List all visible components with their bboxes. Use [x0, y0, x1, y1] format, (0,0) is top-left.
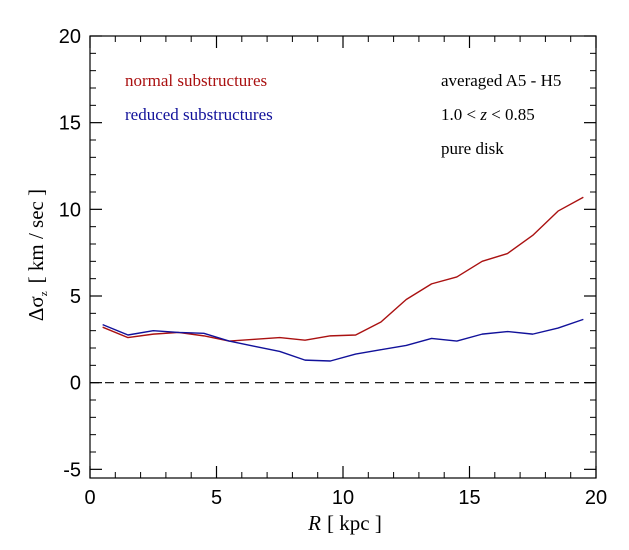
series-line-normal-substructures: [102, 196, 584, 342]
y-axis-title: Δσz [ km / sec ]: [24, 189, 50, 321]
y-tick-label: 20: [59, 26, 81, 48]
annotation-redshift-range: 1.0 < z < 0.85: [441, 105, 535, 124]
x-axis-title-var: R: [307, 511, 321, 535]
annotations: averaged A5 - H5 1.0 < z < 0.85 pure dis…: [441, 71, 561, 158]
annotation-redshift-suffix: < 0.85: [487, 105, 535, 124]
y-tick-label: 5: [70, 286, 81, 308]
legend-entry-reduced: reduced substructures: [125, 105, 273, 124]
annotation-component: pure disk: [441, 139, 504, 158]
x-tick-label: 20: [585, 487, 607, 509]
axis-ticks: [89, 35, 597, 478]
legend-entry-normal: normal substructures: [125, 71, 267, 90]
x-tick-label: 5: [211, 487, 222, 509]
annotation-redshift-var: z: [479, 105, 487, 124]
y-tick-label: 15: [59, 113, 81, 135]
x-tick-label: 15: [458, 487, 480, 509]
x-tick-label: 0: [84, 487, 95, 509]
y-axis-title-delta: Δσ: [24, 296, 48, 321]
annotation-sample: averaged A5 - H5: [441, 71, 561, 90]
y-tick-label: 0: [70, 373, 81, 395]
y-axis-title-sub: z: [38, 291, 50, 296]
y-axis-title-unit: [ km / sec ]: [24, 189, 48, 283]
x-axis-title: R[ kpc ]: [307, 511, 382, 535]
annotation-redshift-prefix: 1.0 <: [441, 105, 480, 124]
x-tick-label: 10: [332, 487, 354, 509]
series-line-reduced-substructures: [102, 318, 584, 362]
plot-frame: [89, 35, 597, 479]
legend: normal substructures reduced substructur…: [125, 71, 273, 124]
series-layer: [102, 196, 584, 362]
y-tick-label: -5: [63, 459, 81, 481]
x-axis-title-unit: [ kpc ]: [327, 511, 382, 535]
y-tick-label: 10: [59, 199, 81, 221]
